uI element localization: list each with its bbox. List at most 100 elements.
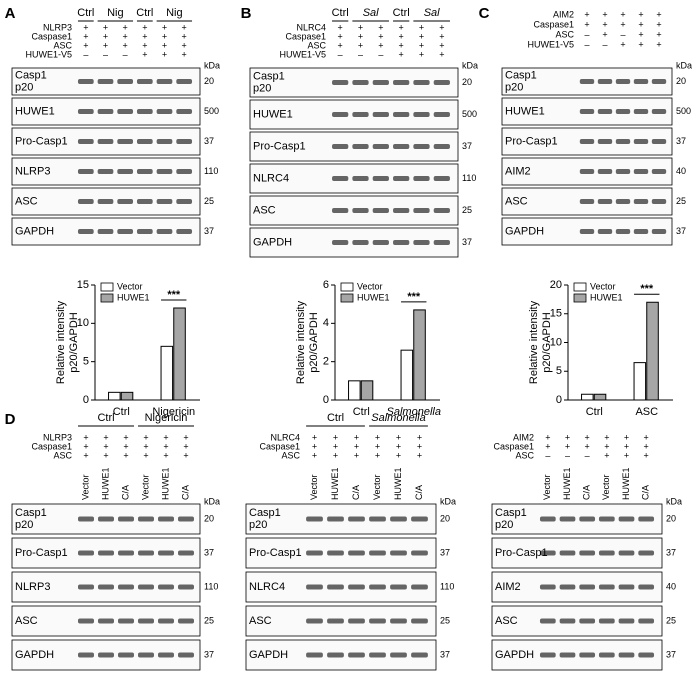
- blot-band: [598, 618, 615, 624]
- blot-band: [118, 618, 134, 624]
- blot-label: p20: [495, 519, 513, 531]
- size-marker: 40: [666, 581, 676, 591]
- size-marker: 20: [462, 77, 472, 87]
- group-header: Ctrl: [97, 412, 114, 424]
- treatment-sign: +: [83, 40, 88, 50]
- blot-band: [579, 652, 596, 658]
- treatment-label: Caspase1: [31, 441, 72, 451]
- treatment-sign: +: [358, 31, 363, 41]
- y-tick-label: 0: [556, 394, 562, 406]
- treatment-sign: +: [417, 432, 422, 442]
- bar: [593, 393, 607, 401]
- legend-label: HUWE1: [590, 292, 623, 302]
- size-marker: 25: [462, 205, 472, 215]
- treatment-label: NLRP3: [43, 22, 72, 32]
- blot-band: [98, 584, 114, 590]
- treatment-sign: +: [545, 441, 550, 451]
- blot-band: [352, 208, 369, 213]
- treatment-label: ASC: [555, 29, 574, 39]
- blot-band: [390, 618, 407, 624]
- treatment-sign: +: [142, 40, 147, 50]
- lane-label: C/A: [641, 485, 651, 500]
- blot-band: [97, 139, 114, 144]
- blot-band: [327, 516, 344, 522]
- y-axis-label: Relative intensity: [528, 300, 540, 384]
- blot-band: [352, 176, 369, 181]
- size-marker: 37: [204, 226, 214, 236]
- blot-band: [390, 652, 407, 658]
- blot-band: [598, 550, 615, 556]
- treatment-sign: +: [83, 441, 88, 451]
- blot-label: ASC: [505, 195, 528, 207]
- treatment-sign: +: [375, 432, 380, 442]
- blot-band: [352, 112, 369, 117]
- blot-band: [390, 550, 407, 556]
- blot-band: [598, 516, 615, 522]
- treatment-sign: –: [565, 450, 570, 460]
- blot-band: [413, 144, 430, 149]
- treatment-sign: +: [620, 19, 625, 29]
- blot-band: [352, 80, 369, 85]
- blot-band: [136, 229, 153, 234]
- treatment-sign: +: [375, 441, 380, 451]
- treatment-sign: +: [123, 22, 128, 32]
- y-tick-label: 5: [83, 356, 89, 368]
- treatment-sign: +: [182, 49, 187, 59]
- blot-band: [598, 584, 615, 590]
- blot-band: [348, 618, 365, 624]
- blot-band: [559, 550, 576, 556]
- bar: [360, 380, 374, 401]
- treatment-label: ASC: [53, 40, 72, 50]
- blot-band: [633, 139, 649, 144]
- legend-swatch: [340, 282, 354, 292]
- blot-band: [433, 240, 450, 245]
- blot-band: [327, 550, 344, 556]
- lane-label: HUWE1: [330, 467, 340, 500]
- treatment-sign: +: [162, 40, 167, 50]
- blot-band: [579, 584, 596, 590]
- blot-band: [579, 79, 595, 84]
- treatment-sign: +: [399, 40, 404, 50]
- significance: ***: [167, 289, 181, 301]
- size-marker: 37: [666, 547, 676, 557]
- panel-letter: D: [5, 411, 16, 428]
- size-marker: 20: [440, 513, 450, 523]
- treatment-sign: +: [584, 19, 589, 29]
- lane-label: HUWE1: [393, 467, 403, 500]
- blot-band: [618, 584, 635, 590]
- blot-band: [559, 584, 576, 590]
- blot-band: [332, 112, 349, 117]
- blot-band: [136, 139, 153, 144]
- treatment-sign: +: [163, 432, 168, 442]
- blot-band: [77, 109, 94, 114]
- blot-band: [156, 79, 173, 84]
- blot-band: [633, 109, 649, 114]
- blot-band: [651, 169, 667, 174]
- treatment-sign: +: [354, 450, 359, 460]
- blot-band: [156, 139, 173, 144]
- treatment-sign: +: [103, 450, 108, 460]
- size-marker: 37: [462, 141, 472, 151]
- treatment-sign: +: [162, 49, 167, 59]
- blot-band: [597, 199, 613, 204]
- blot-band: [176, 139, 193, 144]
- blot-band: [651, 199, 667, 204]
- blot-label: GAPDH: [505, 225, 544, 237]
- group-header: Nig: [107, 7, 124, 19]
- blot-band: [78, 550, 94, 556]
- size-marker: 500: [462, 109, 477, 119]
- treatment-label: HUWE1-V5: [279, 49, 326, 59]
- blot-band: [136, 199, 153, 204]
- treatment-sign: +: [638, 9, 643, 19]
- blot-label: Casp1: [253, 70, 285, 82]
- treatment-sign: +: [419, 22, 424, 32]
- size-marker: 37: [204, 136, 214, 146]
- treatment-sign: +: [656, 29, 661, 39]
- size-marker: 110: [462, 173, 476, 183]
- legend-label: Vector: [357, 281, 383, 291]
- blot-label: Pro-Casp1: [495, 547, 548, 559]
- x-tick-label: ASC: [635, 406, 658, 418]
- treatment-sign: +: [123, 450, 128, 460]
- size-marker: kDa: [204, 60, 220, 70]
